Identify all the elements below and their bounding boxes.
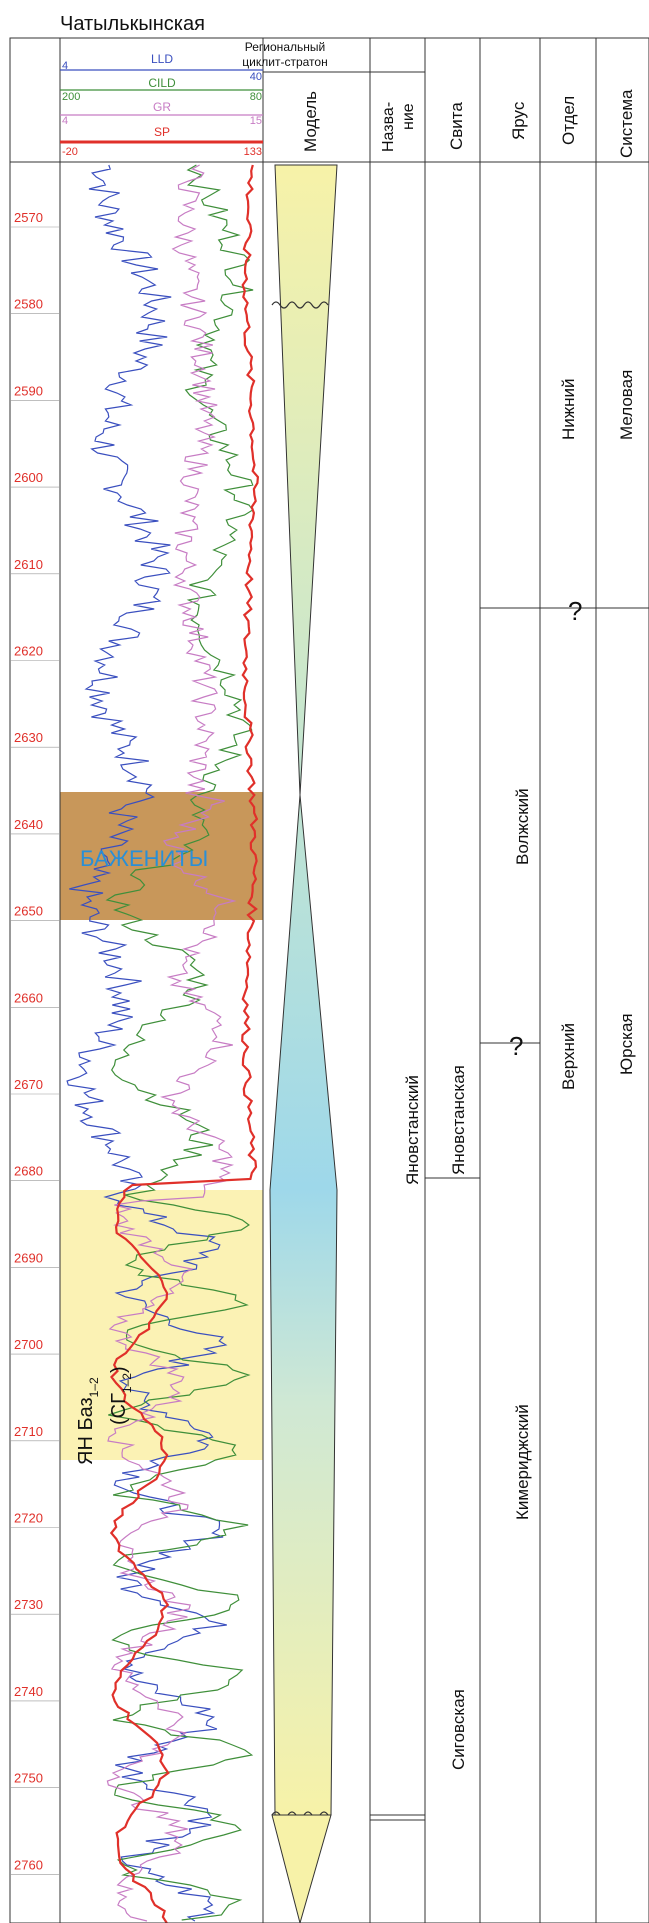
depth-label: 2610 [14,557,43,572]
depth-label: 2690 [14,1250,43,1265]
depth-label: 2640 [14,817,43,832]
header-model: Модель [301,91,320,152]
header-regional: Региональный [245,40,325,54]
log-curve [106,164,237,1922]
yarus-upper: Волжский [513,788,532,865]
depth-label: 2620 [14,644,43,659]
legend-sp-max: 133 [244,146,262,158]
depth-label: 2750 [14,1771,43,1786]
legend-gr-min: 4 [62,115,68,127]
otdel-lower: Верхний [559,1023,578,1090]
curve-legend: LLD 4 40 CILD 200 80 GR 4 15 SP -20 133 [60,52,263,158]
sistema-lower: Юрская [617,1013,636,1075]
log-curve [66,164,228,1922]
legend-cild-max: 80 [250,91,262,103]
well-title: Чатылькынская [60,13,205,35]
depth-label: 2600 [14,470,43,485]
header-yarus: Ярус [509,101,528,140]
yan-zone [60,1190,263,1460]
legend-gr-max: 15 [250,115,262,127]
legend-lld: LLD [151,52,173,66]
depth-label: 2630 [14,730,43,745]
column-frame [9,37,649,1923]
svg-text:ЯН Баз1–2: ЯН Баз1–2 [75,1377,101,1465]
depth-label: 2650 [14,904,43,919]
depth-label: 2670 [14,1077,43,1092]
header-cyclite: циклит-стратон [242,55,327,69]
depth-label: 2700 [14,1337,43,1352]
legend-cild: CILD [148,76,176,90]
header-name-2: ние [400,103,417,130]
question-mark-yarus: ? [509,1031,523,1061]
sg-label: (СГ1–2) [108,1366,134,1425]
depth-label: 2720 [14,1511,43,1526]
legend-lld-min: 4 [62,60,68,72]
depth-label: 2680 [14,1164,43,1179]
legend-lld-max: 40 [250,71,262,83]
straton-name: Яновстанский [403,1075,422,1185]
legend-sp-min: -20 [62,146,78,158]
svita-upper: Яновстанская [449,1065,468,1175]
depth-label: 2710 [14,1424,43,1439]
yan-label: ЯН Баз1–2 [75,1377,101,1465]
depth-label: 2730 [14,1597,43,1612]
depth-label: 2660 [14,990,43,1005]
model-cyclite-shape [269,164,338,1816]
depth-scale: 2570 2580 2590 2600 2610 2620 2630 2640 2650 2660… [10,210,60,1875]
log-curve [105,164,254,1921]
model-lower-triangle [271,1814,332,1923]
legend-sp: SP [154,125,170,139]
header-svita: Свита [447,102,466,150]
bazhenity-zone [60,792,263,920]
header-sistema: Система [617,89,636,158]
otdel-upper: Нижний [559,378,578,440]
depth-label: 2590 [14,383,43,398]
outer-border [9,37,649,1923]
svg-text:(СГ1–2): (СГ1–2) [108,1366,134,1425]
bazhenity-label: БАЖЕНИТЫ [80,846,208,871]
question-mark-otdel: ? [568,596,582,626]
legend-cild-min: 200 [62,91,80,103]
depth-label: 2570 [14,210,43,225]
sistema-upper: Меловая [617,370,636,440]
header-otdel: Отдел [559,96,578,145]
model-unconformity-top [271,301,329,309]
depth-label: 2740 [14,1684,43,1699]
svita-lower: Сиговская [449,1689,468,1770]
log-curve [109,164,260,1923]
yarus-lower: Кимериджский [513,1404,532,1520]
header-name-1: Назва- [380,102,397,152]
log-curves [66,164,260,1923]
depth-label: 2580 [14,297,43,312]
legend-gr: GR [153,100,171,114]
depth-label: 2760 [14,1857,43,1872]
